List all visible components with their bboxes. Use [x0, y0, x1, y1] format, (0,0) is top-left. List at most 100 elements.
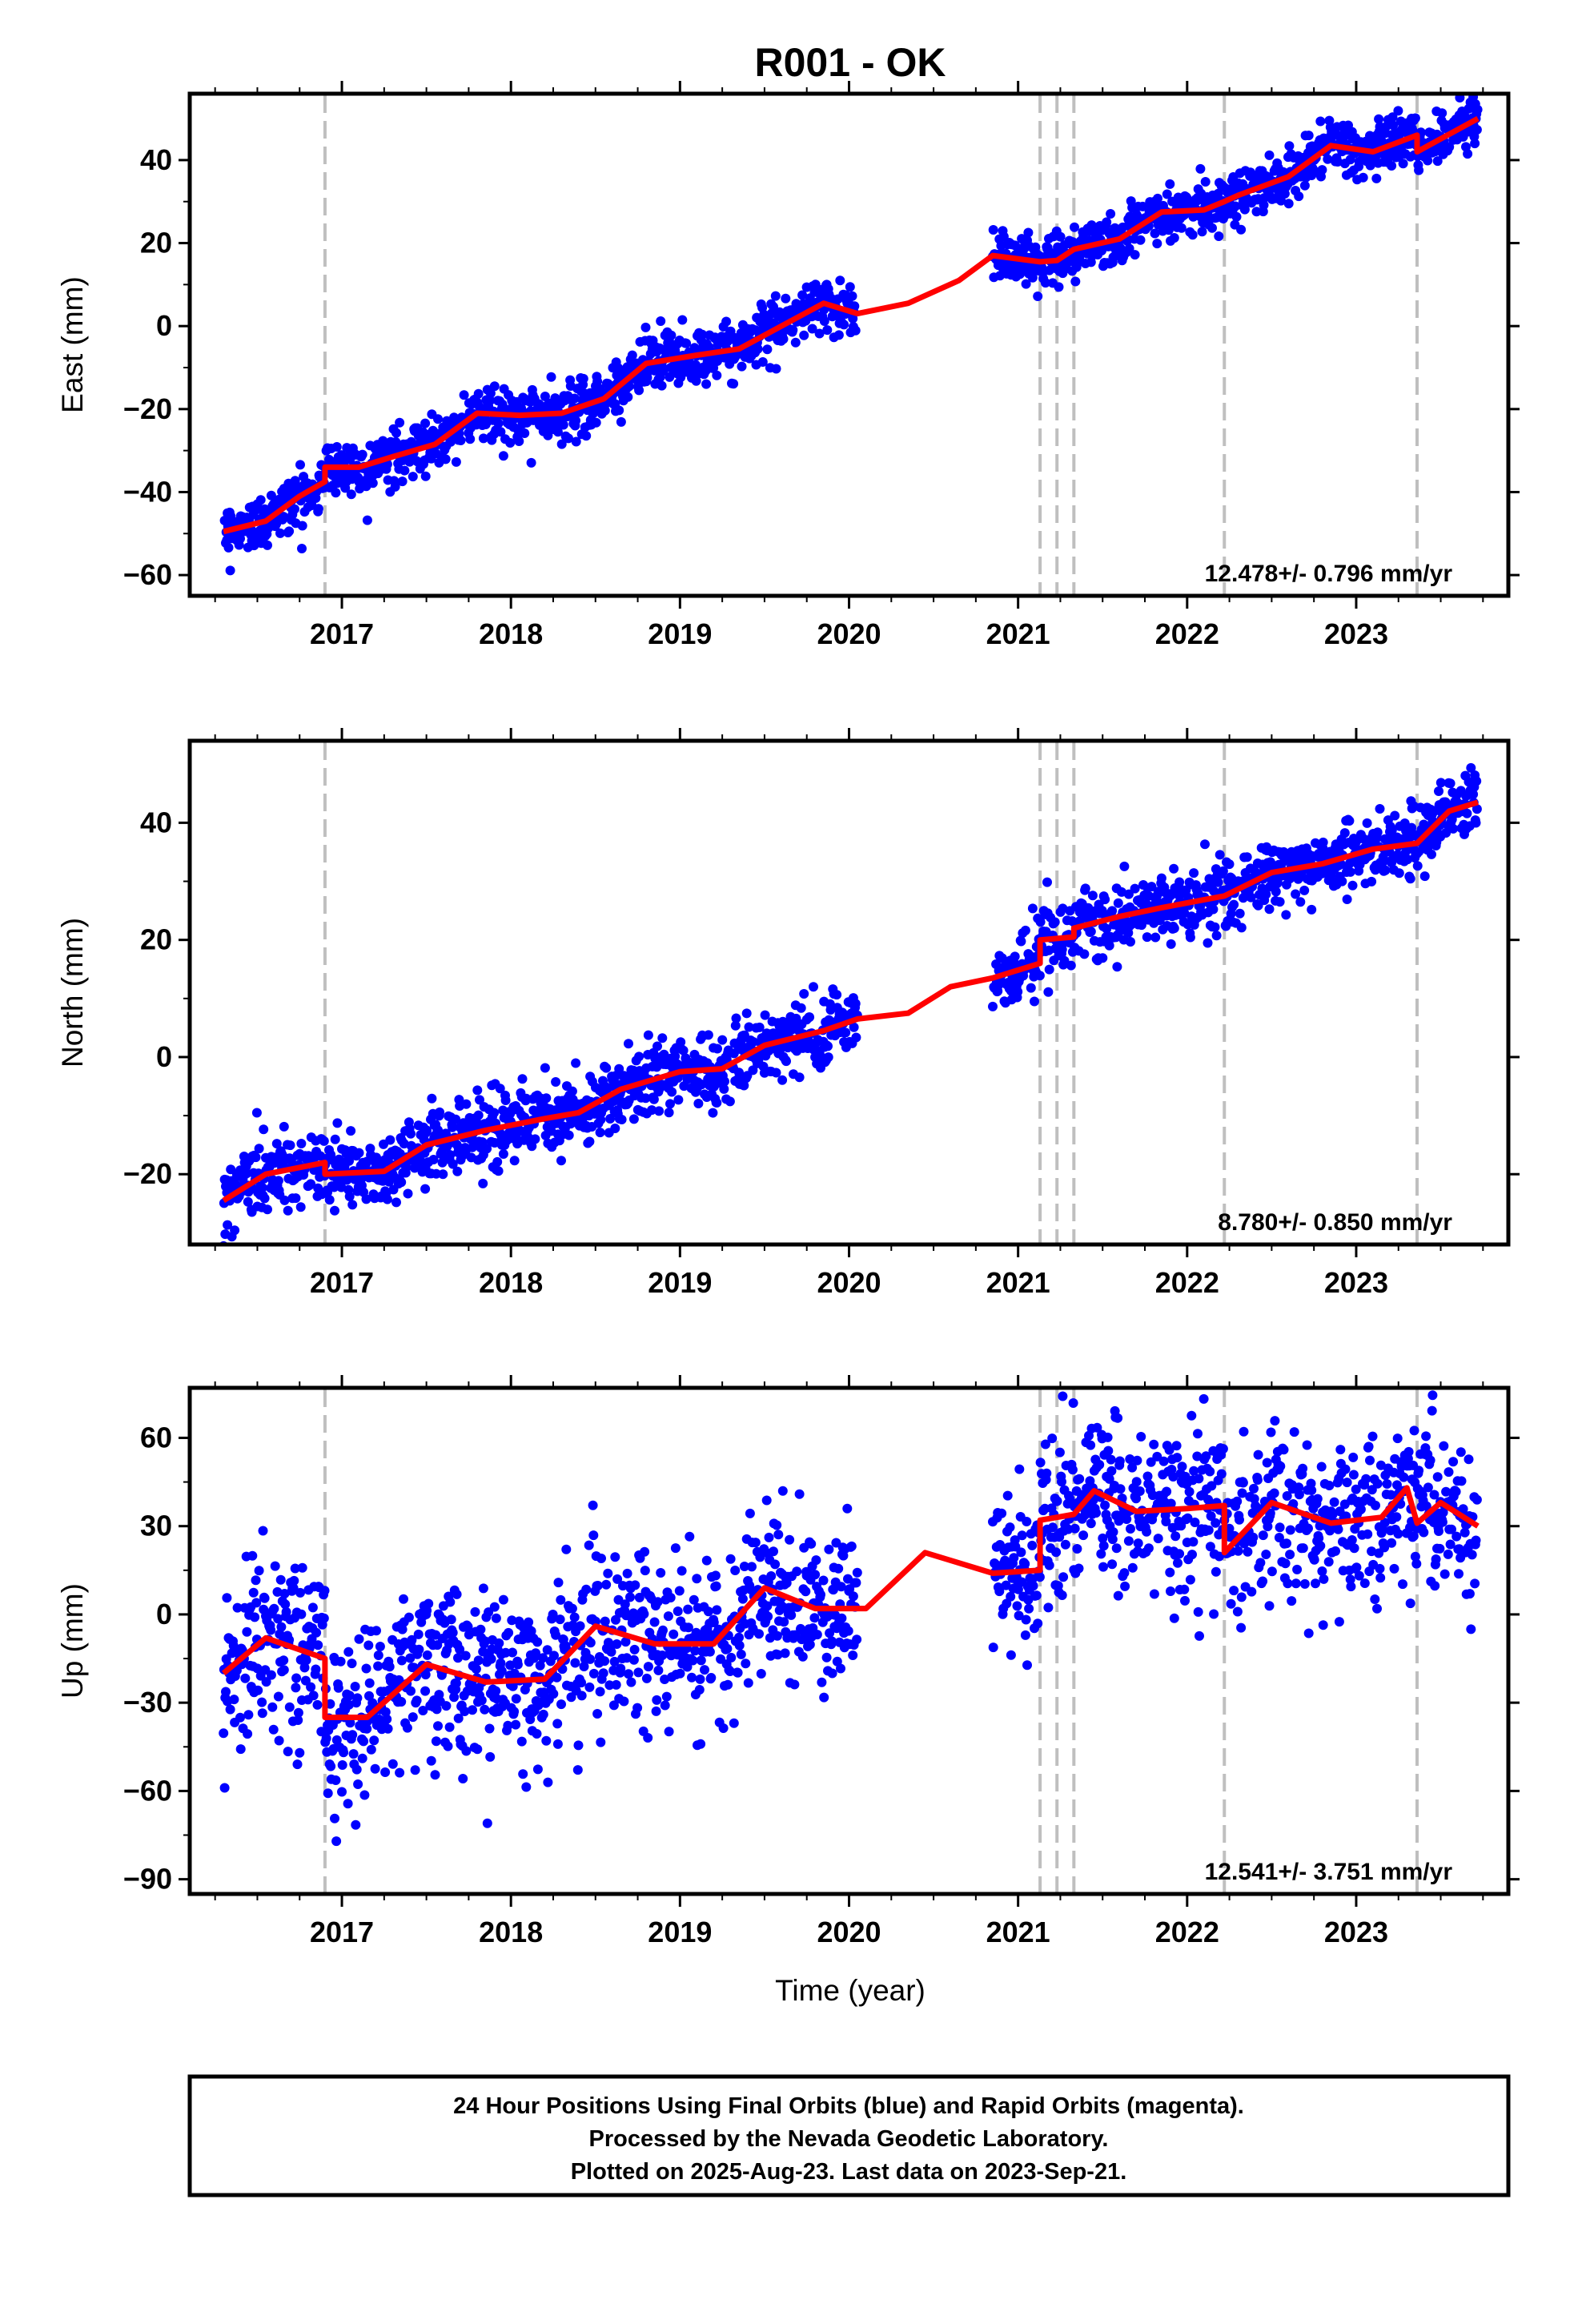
north-data-point	[1050, 917, 1060, 927]
east-data-point	[346, 489, 356, 500]
up-data-point	[312, 1699, 323, 1710]
up-data-point	[538, 1709, 548, 1719]
up-data-point	[508, 1681, 518, 1691]
north-data-point	[595, 1128, 605, 1138]
up-data-point	[785, 1534, 795, 1545]
north-xtick-label: 2020	[817, 1266, 881, 1299]
up-data-point	[1058, 1391, 1068, 1401]
up-data-point	[306, 1682, 316, 1692]
north-data-point	[472, 1085, 483, 1096]
up-data-point	[741, 1659, 751, 1669]
east-data-point	[1165, 179, 1175, 189]
north-data-point	[435, 1107, 445, 1117]
east-data-point	[833, 330, 844, 340]
up-data-point	[257, 1697, 267, 1707]
east-scatter	[219, 94, 1483, 576]
up-data-point	[548, 1610, 558, 1619]
north-data-point	[1339, 828, 1350, 838]
north-data-point	[1271, 887, 1281, 897]
north-data-point	[283, 1205, 293, 1216]
up-data-point	[1005, 1522, 1015, 1533]
up-data-point	[763, 1611, 773, 1622]
east-data-point	[263, 540, 272, 550]
up-data-point	[348, 1749, 359, 1759]
up-data-point	[250, 1612, 260, 1622]
up-data-point	[313, 1640, 323, 1651]
east-data-point	[546, 372, 556, 382]
up-data-point	[242, 1626, 252, 1637]
north-data-point	[285, 1140, 295, 1151]
east-xtick-label: 2021	[986, 617, 1050, 650]
up-data-point	[337, 1760, 347, 1770]
north-data-point	[451, 1114, 461, 1124]
north-data-point	[243, 1196, 253, 1207]
north-data-point	[832, 990, 842, 1000]
east-data-point	[357, 449, 367, 460]
up-data-point	[418, 1706, 428, 1715]
north-data-point	[251, 1152, 261, 1163]
up-data-point	[476, 1695, 487, 1706]
north-data-point	[851, 1032, 861, 1043]
north-data-point	[676, 1037, 686, 1047]
north-data-point	[567, 1086, 577, 1096]
up-data-point	[725, 1667, 735, 1676]
east-data-point	[1251, 207, 1262, 217]
up-data-point	[640, 1546, 650, 1557]
up-data-point	[674, 1586, 685, 1596]
up-data-point	[556, 1699, 566, 1710]
up-data-point	[1122, 1514, 1132, 1524]
east-data-point	[391, 436, 401, 447]
up-data-point	[1114, 1456, 1125, 1466]
east-data-point	[797, 290, 808, 300]
east-data-point	[1455, 94, 1465, 103]
up-data-point	[810, 1570, 821, 1580]
up-data-point	[240, 1673, 251, 1683]
east-data-point	[1070, 276, 1081, 287]
up-data-point	[463, 1622, 473, 1632]
up-data-point	[1102, 1432, 1113, 1442]
up-data-point	[1115, 1484, 1126, 1494]
north-data-point	[478, 1178, 488, 1188]
up-data-point	[382, 1714, 392, 1724]
up-data-point	[1016, 1547, 1026, 1558]
up-data-point	[414, 1644, 424, 1655]
up-data-point	[576, 1691, 587, 1701]
east-data-point	[1387, 161, 1397, 171]
north-data-point	[988, 1001, 998, 1011]
east-ytick-label: −20	[123, 392, 172, 425]
up-data-point	[660, 1675, 670, 1684]
north-data-point	[296, 1139, 307, 1148]
up-data-point	[505, 1660, 516, 1671]
up-data-point	[988, 1642, 998, 1653]
north-data-point	[1210, 922, 1220, 932]
east-xtick-label: 2020	[817, 617, 881, 650]
up-data-point	[682, 1662, 693, 1672]
north-data-point	[473, 1110, 484, 1120]
east-data-point	[847, 291, 857, 301]
east-data-point	[771, 364, 781, 374]
north-data-point	[263, 1204, 272, 1215]
north-data-point	[223, 1220, 233, 1230]
east-data-point	[400, 465, 410, 476]
east-data-point	[1153, 193, 1162, 203]
east-data-point	[367, 478, 378, 489]
up-data-point	[232, 1602, 243, 1613]
east-data-point	[807, 324, 817, 334]
up-data-point	[351, 1819, 361, 1830]
up-data-point	[319, 1613, 329, 1623]
north-data-point	[1010, 951, 1020, 962]
east-data-point	[331, 488, 341, 498]
east-ytick-label: −60	[123, 558, 172, 591]
north-data-point	[1083, 903, 1094, 913]
up-data-point	[228, 1641, 239, 1651]
north-data-point	[1080, 883, 1090, 894]
north-data-point	[1174, 877, 1185, 887]
east-data-point	[835, 275, 845, 286]
up-data-point	[396, 1655, 407, 1666]
up-data-point	[734, 1632, 744, 1642]
up-data-point	[640, 1566, 650, 1576]
east-data-point	[1374, 114, 1384, 124]
east-ytick-label: 40	[140, 143, 172, 176]
up-data-point	[608, 1700, 619, 1711]
up-data-point	[1068, 1398, 1078, 1408]
